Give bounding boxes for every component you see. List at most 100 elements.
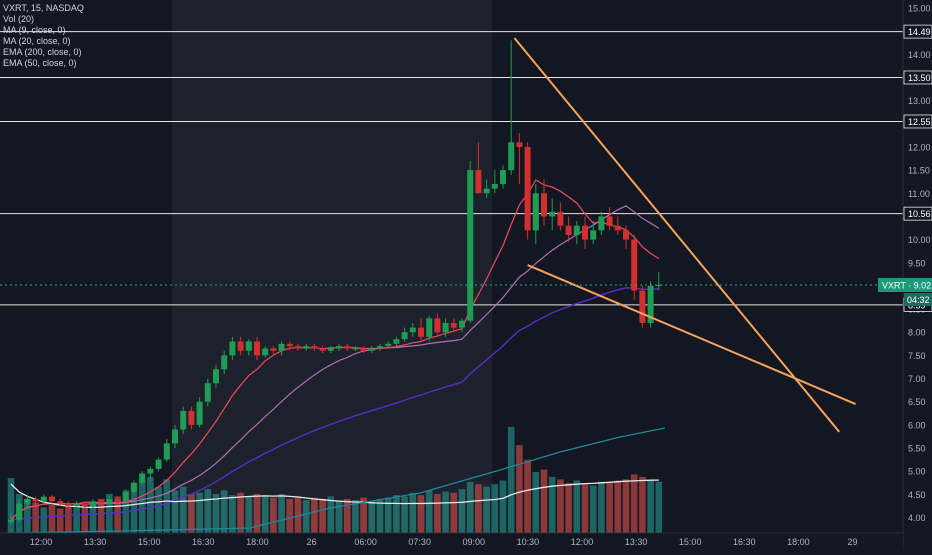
candle-body — [500, 170, 506, 185]
candle-body — [32, 498, 39, 502]
session-shade — [172, 0, 492, 533]
candle-body — [655, 284, 662, 286]
legend-symbol[interactable]: VXRT, 15, NASDAQ — [3, 3, 84, 13]
volume-bar — [327, 496, 335, 533]
candle-body — [131, 482, 137, 493]
candle-body — [541, 193, 547, 217]
volume-bar — [352, 500, 359, 533]
last-price-tag-label: VXRT · 9.02 — [882, 280, 931, 290]
price-tick-label: 6.50 — [908, 397, 926, 407]
volume-bar — [384, 497, 392, 533]
candle-body — [172, 429, 178, 444]
candle-body — [237, 341, 244, 351]
volume-bar — [401, 496, 408, 533]
price-tick-label: 6.00 — [908, 420, 926, 430]
candle-body — [73, 503, 80, 506]
candle-body — [623, 230, 629, 240]
candle-body — [262, 348, 269, 356]
legend-vol[interactable]: Vol (20) — [3, 14, 35, 24]
candle-body — [24, 498, 31, 504]
volume-bar — [491, 484, 499, 533]
time-tick-label: 06:00 — [354, 537, 377, 547]
volume-bar — [220, 490, 228, 533]
volume-bar — [417, 495, 425, 533]
volume-bar — [229, 495, 236, 533]
candle-body — [98, 501, 105, 504]
price-tick-label: 13.00 — [908, 96, 931, 106]
candle-body — [483, 188, 490, 194]
time-tick-label: 18:00 — [246, 537, 269, 547]
volume-bar — [614, 480, 622, 533]
candle-body — [524, 146, 531, 231]
level-tag-label: 12.55 — [908, 117, 931, 127]
volume-bar — [573, 480, 581, 533]
volume-bar — [114, 496, 121, 533]
volume-bar — [360, 497, 367, 533]
volume-bar — [622, 479, 630, 533]
level-tag — [903, 114, 932, 129]
candle-body — [639, 290, 646, 323]
volume-bar — [163, 479, 171, 533]
candle-body — [270, 348, 277, 351]
volume-bar — [294, 496, 302, 533]
price-tick-label: 11.50 — [908, 166, 930, 176]
candle-body — [508, 142, 515, 171]
candle-body — [631, 239, 638, 291]
candle-body — [401, 332, 408, 340]
volume-bar — [24, 498, 31, 533]
candle-body — [426, 318, 433, 337]
volume-bar — [565, 482, 572, 533]
ema-line — [10, 287, 659, 521]
candle-body — [57, 501, 64, 504]
price-tick-label: 5.50 — [908, 444, 926, 454]
legend-ema50[interactable]: EMA (50, close, 0) — [3, 58, 77, 68]
legend-ma9[interactable]: MA (9, close, 0) — [3, 25, 66, 35]
candle-body — [106, 498, 113, 504]
candle-body — [90, 501, 96, 506]
volume-bar — [270, 497, 277, 533]
candle-body — [467, 170, 474, 321]
volume-bar — [319, 498, 326, 533]
candle-body — [385, 343, 392, 347]
candle-body — [295, 346, 301, 349]
candle-body — [139, 473, 146, 483]
volume-bar — [589, 485, 597, 533]
candle-body — [8, 519, 14, 523]
volume-bar — [73, 503, 80, 533]
volume-bar — [483, 486, 490, 533]
candle-body — [327, 348, 334, 351]
candle-body — [16, 503, 23, 520]
price-tick-label: 7.00 — [908, 374, 926, 384]
price-tick-label: 7.50 — [908, 351, 926, 361]
time-tick-label: 09:00 — [463, 537, 486, 547]
time-tick-label: 12:00 — [30, 537, 53, 547]
candle-body — [221, 355, 228, 370]
volume-bar — [311, 497, 318, 533]
time-tick-label: 15:00 — [138, 537, 161, 547]
volume-bar — [179, 486, 187, 533]
trendline — [513, 37, 840, 433]
price-tick-label: 4.50 — [908, 490, 926, 500]
volume-bar — [630, 474, 638, 533]
volume-bar — [278, 493, 285, 533]
volume-bar — [540, 469, 548, 533]
candle-body — [590, 230, 597, 240]
level-tag-label: 13.50 — [908, 73, 931, 83]
legend-ema200[interactable]: EMA (200, close, 0) — [3, 47, 82, 57]
candle-body — [163, 443, 170, 460]
volume-bar — [655, 481, 663, 533]
last-price-tag — [878, 277, 932, 292]
volume-bar — [302, 500, 310, 533]
volume-bar — [368, 501, 376, 533]
candle-body — [278, 343, 285, 351]
volume-bar — [97, 498, 105, 533]
volume-ma-line — [10, 479, 659, 508]
candle-body — [614, 225, 621, 231]
legend-ma20[interactable]: MA (20, close, 0) — [3, 36, 71, 46]
candle-body — [311, 346, 318, 349]
candle-body — [319, 348, 326, 351]
candle-body — [303, 346, 310, 349]
volume-bar — [204, 489, 212, 533]
